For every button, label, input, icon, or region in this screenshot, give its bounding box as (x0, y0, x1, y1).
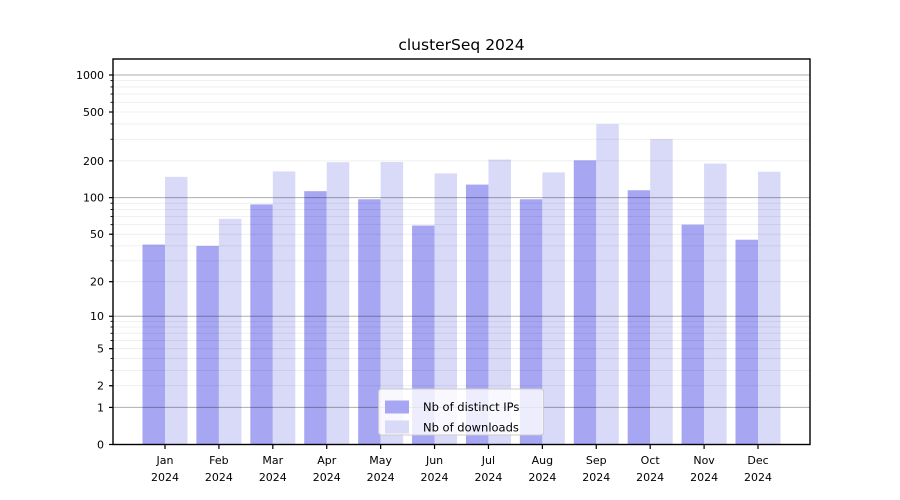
x-tick-label-month-nov: Nov (693, 454, 715, 467)
bar-downloads-apr (326, 162, 350, 445)
bar-downloads-feb (218, 218, 242, 445)
legend-label-ips: Nb of distinct IPs (423, 400, 519, 414)
bar-ips-jul (465, 184, 489, 445)
x-tick-label-year-feb: 2024 (205, 471, 233, 484)
x-tick-label-month-dec: Dec (747, 454, 768, 467)
x-tick-label-year-nov: 2024 (690, 471, 718, 484)
bar-downloads-dec (758, 171, 781, 445)
x-tick-label-year-apr: 2024 (313, 471, 341, 484)
x-tick-label-year-aug: 2024 (528, 471, 556, 484)
legend-label-downloads: Nb of downloads (423, 421, 519, 435)
y-tick-label-50: 50 (90, 228, 104, 241)
y-tick-label-100: 100 (83, 192, 104, 205)
bar-ips-jan (142, 244, 165, 445)
x-tick-label-year-jul: 2024 (474, 471, 502, 484)
y-tick-label-1000: 1000 (76, 69, 104, 82)
x-tick-label-year-sep: 2024 (582, 471, 610, 484)
legend-swatch-ips (385, 400, 409, 414)
y-tick-label-500: 500 (83, 106, 104, 119)
bar-downloads-nov (704, 163, 727, 445)
bar-ips-nov (681, 224, 705, 445)
bar-downloads-aug (542, 172, 565, 445)
y-tick-label-10: 10 (90, 310, 104, 323)
chart-title: clusterSeq 2024 (398, 36, 524, 54)
y-tick-label-5: 5 (97, 343, 104, 356)
x-tick-label-month-jul: Jul (481, 454, 495, 467)
legend: Nb of distinct IPs Nb of downloads (378, 388, 544, 436)
x-tick-label-year-mar: 2024 (259, 471, 287, 484)
x-tick-label-month-aug: Aug (532, 454, 553, 467)
x-tick-label-month-apr: Apr (317, 454, 337, 467)
y-tick-label-200: 200 (83, 155, 104, 168)
bar-ips-sep (573, 160, 597, 445)
bar-downloads-oct (650, 139, 673, 445)
x-tick-label-year-jan: 2024 (151, 471, 179, 484)
bar-ips-mar (250, 204, 273, 445)
bar-downloads-jan (165, 176, 188, 445)
x-tick-label-year-may: 2024 (367, 471, 395, 484)
x-tick-label-year-jun: 2024 (421, 471, 449, 484)
y-tick-label-0: 0 (97, 438, 104, 451)
bar-downloads-jun (434, 173, 458, 445)
x-tick-label-month-jun: Jun (425, 454, 443, 467)
x-tick-label-month-jan: Jan (156, 454, 174, 467)
bar-ips-may (358, 199, 381, 445)
y-tick-label-20: 20 (90, 276, 104, 289)
legend-box (378, 388, 544, 436)
bar-downloads-sep (596, 124, 619, 445)
x-tick-label-month-sep: Sep (586, 454, 607, 467)
x-tick-label-year-oct: 2024 (636, 471, 664, 484)
bar-downloads-may (380, 161, 404, 445)
x-tick-label-month-may: May (369, 454, 392, 467)
x-tick-label-year-dec: 2024 (744, 471, 772, 484)
bar-ips-apr (304, 191, 327, 445)
x-tick-label-month-mar: Mar (262, 454, 283, 467)
legend-swatch-downloads (385, 420, 409, 434)
bar-ips-aug (519, 199, 543, 445)
bar-downloads-jul (488, 159, 511, 445)
bar-ips-feb (196, 245, 219, 445)
bar-downloads-mar (272, 171, 296, 445)
y-tick-label-2: 2 (97, 380, 104, 393)
plot-frame (112, 58, 811, 446)
bar-ips-dec (735, 239, 758, 445)
y-tick-label-1: 1 (97, 401, 104, 414)
x-tick-label-month-oct: Oct (641, 454, 661, 467)
x-tick-label-month-feb: Feb (209, 454, 228, 467)
bar-ips-oct (627, 190, 651, 445)
